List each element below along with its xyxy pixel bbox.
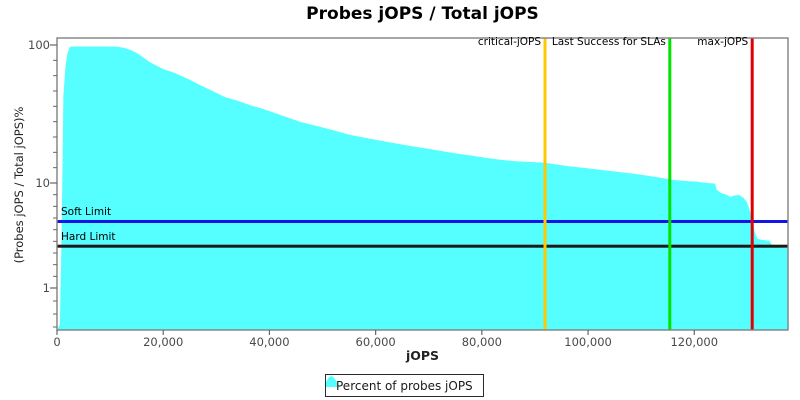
x-tick-label: 100,000	[564, 335, 612, 349]
max-jops-line	[750, 38, 754, 330]
y-tick-label: 10	[35, 176, 50, 190]
legend: Percent of probes jOPS	[325, 374, 484, 397]
x-tick-label: 40,000	[249, 335, 290, 349]
x-tick-label: 120,000	[670, 335, 719, 349]
probes-area-series	[57, 46, 788, 330]
plot-border	[56, 37, 789, 331]
x-axis-label: jOPS	[405, 348, 440, 363]
last-success-for-slas-line	[668, 38, 672, 330]
last-success-for-slas-label: Last Success for SLAs	[551, 36, 666, 48]
hard-limit-label: Hard Limit	[61, 231, 116, 244]
legend-label: Percent of probes jOPS	[336, 378, 473, 393]
x-tick-label: 80,000	[461, 335, 502, 349]
area-series-swatch-icon	[326, 376, 337, 387]
soft-limit-label: Soft Limit	[61, 206, 112, 219]
soft-limit-line	[57, 220, 788, 223]
max-jops-label: max-jOPS	[697, 36, 749, 48]
y-tick-label: 100	[28, 38, 50, 52]
y-tick-label: 1	[42, 281, 50, 295]
x-tick-label: 20,000	[143, 335, 184, 349]
x-tick-label: 60,000	[355, 335, 396, 349]
critical-jops-label: critical-jOPS	[477, 36, 542, 48]
x-tick-label: 0	[53, 335, 61, 349]
hard-limit-line	[57, 244, 788, 248]
critical-jops-line	[543, 38, 547, 330]
chart-title: Probes jOPS / Total jOPS	[306, 4, 539, 24]
